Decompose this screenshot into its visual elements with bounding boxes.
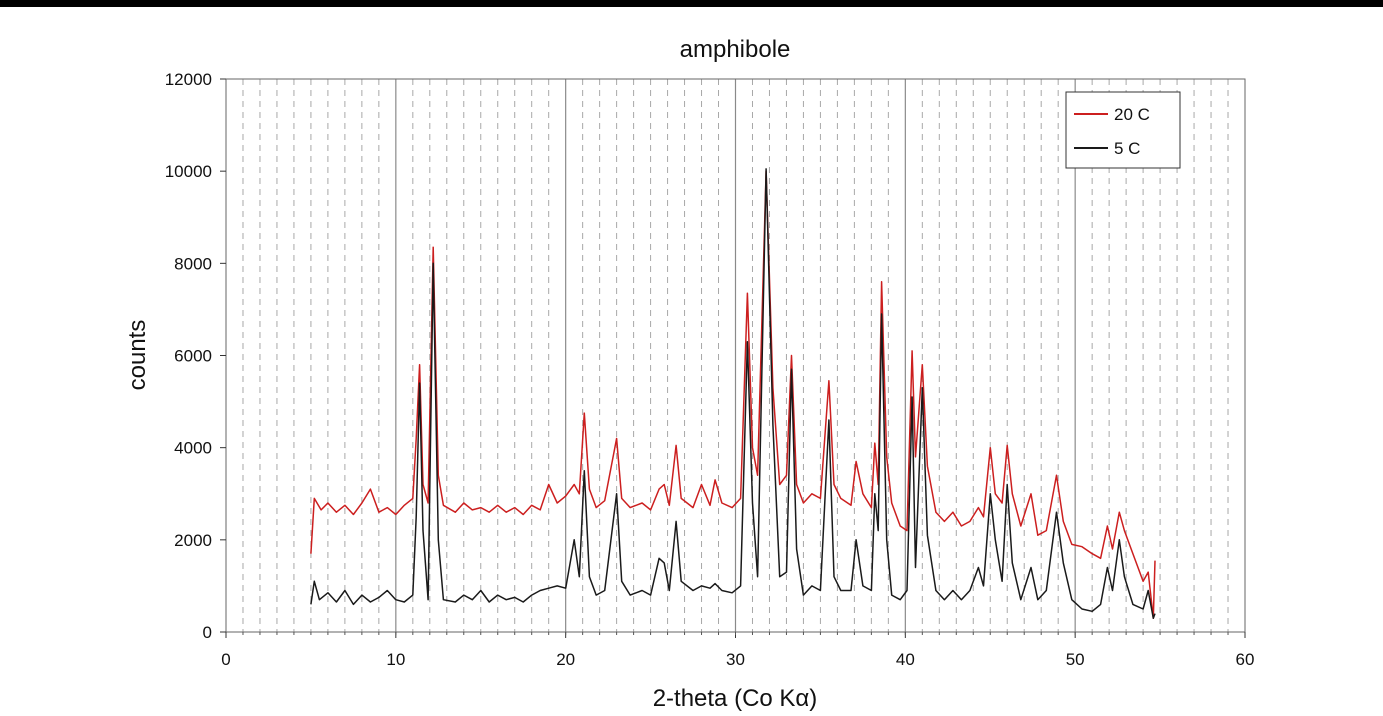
x-tick-label: 10 [386,650,405,669]
y-axis-label: counts [124,320,151,391]
y-tick-label: 12000 [165,70,212,89]
x-tick-label: 0 [221,650,230,669]
y-tick-label: 0 [203,623,212,642]
x-tick-label: 20 [556,650,575,669]
x-tick-label: 50 [1066,650,1085,669]
legend-label: 5 C [1114,139,1140,158]
series-line-5c [310,168,1156,619]
chart-title: amphibole [680,36,791,63]
series-lines [310,168,1156,619]
top-border-bar [0,0,1383,7]
x-tick-label: 40 [896,650,915,669]
y-tick-label: 6000 [174,347,212,366]
x-tick-label: 30 [726,650,745,669]
legend: 20 C 5 C [1065,91,1181,169]
y-tick-label: 10000 [165,162,212,181]
grid-lines [242,79,1229,632]
y-tick-label: 4000 [174,439,212,458]
legend-label: 20 C [1114,105,1150,124]
y-tick-label: 8000 [174,254,212,273]
x-axis-label: 2-theta (Co Kα) [653,685,818,712]
x-tick-label: 60 [1236,650,1255,669]
series-line-20c [310,170,1156,619]
axes: 0 10 20 30 40 50 60 0 2000 4000 6000 8000 10000 12000 [165,70,1255,669]
y-tick-label: 2000 [174,531,212,550]
legend-box [1065,91,1181,169]
